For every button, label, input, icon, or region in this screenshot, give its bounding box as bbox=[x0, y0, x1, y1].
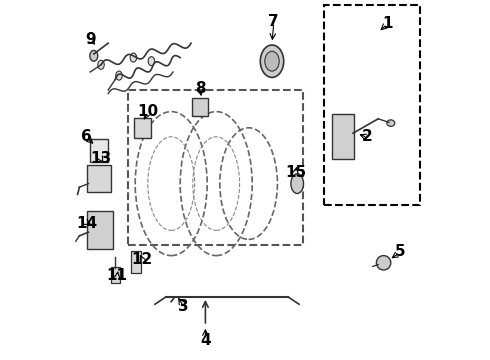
FancyBboxPatch shape bbox=[87, 165, 111, 192]
Text: 4: 4 bbox=[200, 333, 211, 348]
FancyBboxPatch shape bbox=[134, 118, 151, 138]
Text: 3: 3 bbox=[178, 299, 189, 314]
FancyBboxPatch shape bbox=[90, 139, 108, 162]
Ellipse shape bbox=[116, 71, 122, 80]
Text: 2: 2 bbox=[362, 129, 373, 144]
Ellipse shape bbox=[148, 57, 155, 66]
Text: 8: 8 bbox=[195, 81, 205, 96]
Text: 13: 13 bbox=[91, 151, 112, 166]
FancyBboxPatch shape bbox=[131, 251, 141, 273]
Ellipse shape bbox=[291, 174, 303, 194]
Text: 6: 6 bbox=[81, 129, 92, 144]
Ellipse shape bbox=[260, 45, 284, 77]
FancyBboxPatch shape bbox=[111, 267, 120, 283]
Ellipse shape bbox=[387, 120, 395, 126]
Text: 7: 7 bbox=[269, 14, 279, 29]
Text: 10: 10 bbox=[137, 104, 158, 119]
Text: 1: 1 bbox=[382, 16, 392, 31]
Text: 15: 15 bbox=[285, 165, 306, 180]
Ellipse shape bbox=[376, 256, 391, 270]
FancyBboxPatch shape bbox=[332, 114, 354, 159]
Text: 9: 9 bbox=[85, 32, 96, 47]
Text: 5: 5 bbox=[394, 244, 405, 260]
Ellipse shape bbox=[265, 51, 279, 71]
FancyBboxPatch shape bbox=[192, 98, 208, 116]
FancyBboxPatch shape bbox=[87, 211, 113, 249]
Text: 14: 14 bbox=[76, 216, 97, 231]
Text: 12: 12 bbox=[132, 252, 153, 267]
Ellipse shape bbox=[130, 53, 137, 62]
Text: 11: 11 bbox=[107, 268, 128, 283]
Ellipse shape bbox=[90, 50, 98, 61]
Ellipse shape bbox=[98, 60, 104, 69]
